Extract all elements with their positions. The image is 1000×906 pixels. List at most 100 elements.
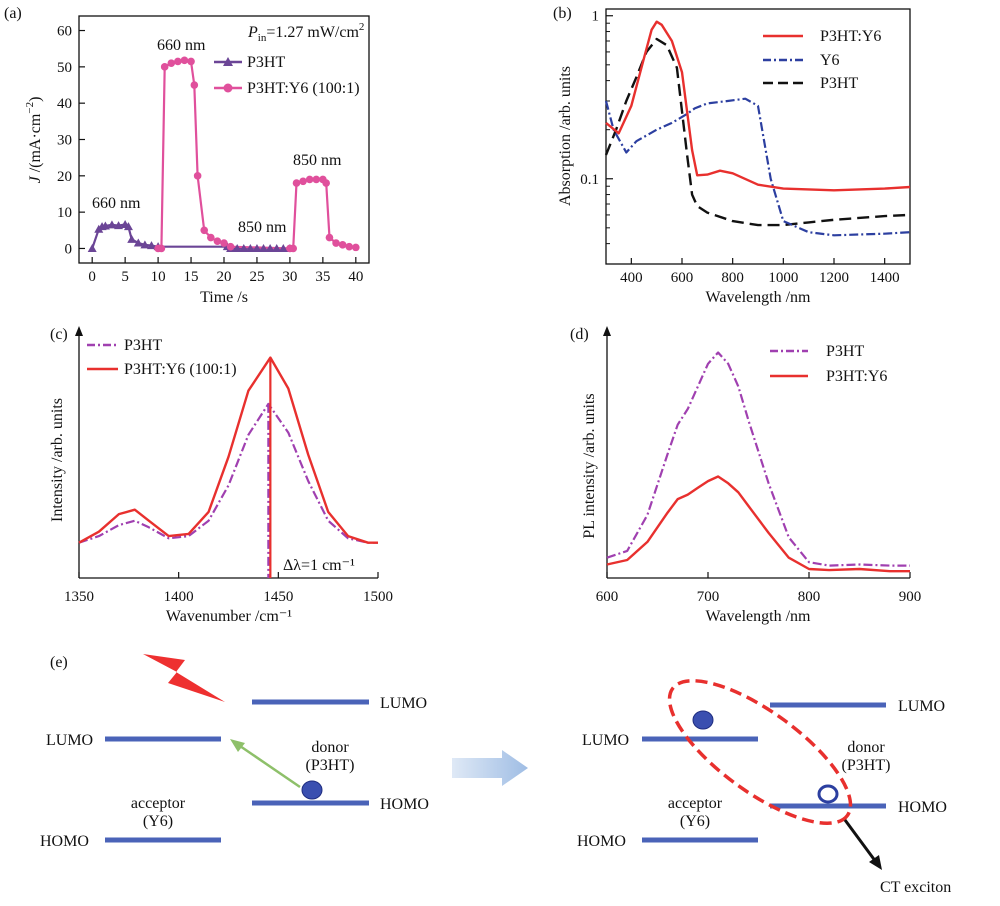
panel-a-point-p3ht	[107, 220, 117, 229]
right-acceptor-sub: (Y6)	[680, 813, 710, 830]
panel-a-point-blend	[226, 242, 235, 251]
right-hole-icon	[817, 784, 839, 804]
panel-a-point-blend	[220, 239, 228, 247]
panel-b-line-y6	[604, 97, 911, 237]
panel-d: (d) 600 700 800 900 Wavelength /nm PL inten…	[570, 326, 921, 625]
panel-a-point-p3ht	[278, 243, 288, 252]
panel-d-xlabel: Wavelength /nm	[706, 608, 811, 625]
panel-a-point-blend	[167, 59, 176, 68]
panel-a-label-660-high: 660 nm	[157, 37, 206, 54]
panel-b-series	[604, 20, 911, 237]
panel-b: (b) 400 600 800 1000 1200 1400 0.1 1 Wavelength…	[553, 5, 911, 306]
panel-c-xlabel: Wavenumber /cm⁻¹	[166, 608, 292, 625]
right-acceptor-homo-label: HOMO	[577, 833, 626, 850]
panel-b-xtick-label: 600	[671, 270, 694, 286]
panel-a-legend-p3ht: P3HT	[247, 54, 285, 71]
right-donor-homo-label: HOMO	[898, 799, 947, 816]
left-acceptor-sub: (Y6)	[143, 813, 173, 830]
panel-a-point-blend	[322, 179, 330, 187]
panel-a-point-blend	[180, 56, 189, 65]
panel-a-point-p3ht	[239, 243, 249, 252]
panel-a-point-blend	[299, 177, 307, 186]
panel-a-point-p3ht	[232, 243, 242, 252]
panel-a-point-p3ht	[100, 221, 110, 230]
panel-c-legend-p3ht: P3HT	[124, 337, 162, 354]
panel-a-point-blend	[187, 57, 195, 66]
panel-label-c: (c)	[50, 326, 68, 343]
panel-a-point-p3ht	[245, 243, 255, 252]
left-acceptor-homo-label: HOMO	[40, 833, 89, 850]
panel-b-xlabel: Wavelength /nm	[706, 289, 811, 306]
panel-d-legend-p3ht: P3HT	[826, 343, 864, 360]
right-donor-lumo-label: LUMO	[898, 698, 945, 715]
panel-a-ylabel: J /(mA·cm−2)	[24, 97, 44, 184]
panel-a-legend-blend: P3HT:Y6 (100:1)	[247, 80, 360, 97]
panel-a-label-850-high: 850 nm	[293, 152, 342, 169]
panel-a-power-annotation: Pin=1.27 mW/cm2	[247, 21, 364, 44]
panel-d-xtick-label: 800	[798, 589, 821, 605]
process-arrow-icon	[452, 750, 528, 786]
panel-a-ylabel-unit: /(mA·cm	[27, 113, 44, 176]
panel-c-y-arrow-icon	[75, 326, 83, 336]
panel-b-xtick-label: 800	[721, 270, 744, 286]
panel-c-ylabel: Intensity /arb. units	[49, 398, 66, 522]
left-acceptor-lumo-label: LUMO	[46, 732, 93, 749]
panel-a-xtick-label: 10	[151, 269, 166, 285]
panel-label-d: (d)	[570, 326, 589, 343]
panel-d-ylabel: PL intensity /arb. units	[581, 393, 598, 538]
panel-a-point-blend	[174, 57, 182, 66]
panel-b-line-blend	[605, 20, 911, 192]
left-electron-icon	[301, 780, 323, 800]
panel-a-xtick-label: 0	[88, 269, 96, 285]
panel-a-xtick-label: 40	[348, 269, 363, 285]
panel-a-label-850-low: 850 nm	[238, 219, 287, 236]
panel-label-e: (e)	[50, 654, 68, 671]
panel-b-ylabel: Absorption /arb. units	[557, 66, 574, 206]
panel-b-line-p3ht	[604, 37, 911, 227]
panel-a-xlabel: Time /s	[200, 289, 248, 306]
panel-c-xtick-label: 1350	[64, 589, 94, 605]
ct-pointer-head-icon	[869, 855, 882, 870]
panel-a-ytick-label: 20	[57, 169, 72, 185]
panel-a-point-p3ht	[265, 243, 275, 252]
panel-c-shift-annotation: Δλ=1 cm⁻¹	[283, 557, 355, 574]
panel-c-xtick-label: 1400	[164, 589, 194, 605]
left-acceptor-label: acceptor	[131, 795, 186, 812]
panel-d-line-p3ht	[606, 351, 910, 567]
panel-b-xtick-label: 1000	[768, 270, 798, 286]
panel-a-power-sub: in	[258, 32, 267, 44]
panel-d-xtick-label: 700	[697, 589, 720, 605]
panel-b-xtick-label: 400	[620, 270, 643, 286]
panel-a-ytick-label: 50	[57, 60, 72, 76]
panel-a-point-p3ht	[127, 234, 137, 243]
panel-a-point-blend	[190, 81, 199, 89]
panel-a-point-blend	[312, 175, 321, 184]
panel-a-point-blend	[289, 244, 298, 253]
panel-a-point-blend	[352, 243, 360, 252]
panel-a-legend-triangle-icon	[223, 57, 233, 66]
ct-exciton-label: CT exciton	[880, 879, 951, 896]
panel-c-xtick-label: 1500	[363, 589, 393, 605]
panel-a-point-p3ht	[259, 243, 269, 252]
panel-d-xtick-label: 600	[596, 589, 619, 605]
panel-c: (c) 1350 1400 1450 1500 Wavenumber /cm⁻¹ In…	[49, 326, 393, 625]
panel-a-point-p3ht	[140, 240, 150, 249]
panel-d-series	[606, 351, 910, 573]
panel-b-legend-p3ht: P3HT	[820, 75, 858, 92]
panel-a-point-p3ht	[123, 222, 133, 231]
panel-a-ticks: 0 5 10 15 20 25 30 35 40 0 10 20 30 40 50 60	[57, 24, 363, 285]
panel-a-ytick-label: 30	[57, 133, 72, 149]
right-donor-label: donor	[847, 739, 885, 756]
panel-a-point-blend	[207, 233, 215, 242]
panel-a-point-blend	[157, 244, 166, 253]
panel-a-xtick-label: 15	[184, 269, 199, 285]
panel-a-power-rest: =1.27 mW/cm	[266, 24, 359, 41]
panel-a-power-sup: 2	[359, 21, 365, 33]
left-donor-sub: (P3HT)	[306, 757, 355, 774]
transfer-arrow-head-icon	[230, 739, 245, 752]
panel-a-point-blend	[200, 226, 209, 235]
panel-a-xtick-label: 30	[282, 269, 297, 285]
panel-a-power-p: P	[247, 24, 258, 41]
panel-a-point-blend	[160, 63, 169, 71]
panel-d-legend-blend: P3HT:Y6	[826, 368, 887, 385]
